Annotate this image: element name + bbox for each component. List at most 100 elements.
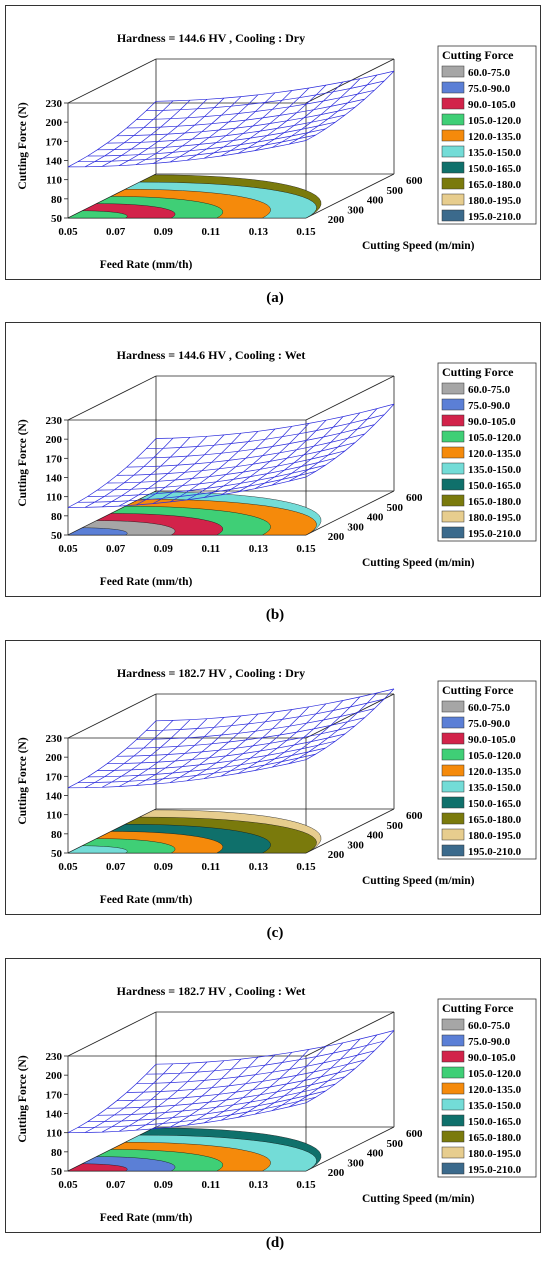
surface-mesh-line <box>118 436 208 507</box>
legend-item-label: 90.0-105.0 <box>468 1052 516 1064</box>
x-tick-label: 0.15 <box>296 861 316 873</box>
surface-mesh-line <box>305 70 395 141</box>
y-tick-label: 200 <box>328 531 345 543</box>
box-edge <box>305 808 395 854</box>
x-tick-label: 0.13 <box>249 861 269 873</box>
surface-mesh-line <box>288 692 378 764</box>
legend-item-label: 135.0-150.0 <box>468 464 522 476</box>
y-tick-label: 200 <box>328 214 345 226</box>
legend-item-label: 90.0-105.0 <box>468 734 516 746</box>
surface-mesh-line <box>135 1060 225 1131</box>
caption-b: (b) <box>265 607 285 623</box>
x-tick-label: 0.13 <box>249 1179 269 1191</box>
box-edge <box>305 1011 395 1057</box>
surface-mesh-line <box>237 703 327 774</box>
legend-swatch <box>441 161 465 174</box>
surface-mesh-line <box>101 1062 191 1133</box>
surface-mesh-line <box>97 457 336 491</box>
x-tick-label: 0.07 <box>106 543 126 555</box>
legend-item-label: 120.0-135.0 <box>468 766 522 778</box>
legend-swatch <box>441 828 465 841</box>
y-tick-label: 200 <box>328 849 345 861</box>
y-tick-label: 300 <box>347 521 364 533</box>
legend-item-label: 105.0-120.0 <box>468 115 522 127</box>
surface-mesh-line <box>135 434 225 506</box>
x-tick-label: 0.05 <box>58 861 78 873</box>
z-axis-label: Cutting Force (N) <box>17 1055 29 1142</box>
z-tick-label: 80 <box>51 1147 63 1159</box>
legend-swatch <box>441 510 465 523</box>
surface-mesh-line <box>152 96 242 164</box>
y-axis-label: Cutting Speed (m/min) <box>362 240 475 252</box>
legend-item-label: 195.0-210.0 <box>468 528 522 540</box>
y-tick-label: 500 <box>386 1138 403 1150</box>
legend-item-label: 105.0-120.0 <box>468 1068 522 1080</box>
y-tick-label: 200 <box>328 1167 345 1179</box>
legend-item-label: 60.0-75.0 <box>468 67 511 79</box>
z-tick-label: 50 <box>51 848 63 860</box>
legend-swatch <box>441 764 465 777</box>
legend-title: Cutting Force <box>442 683 514 697</box>
legend-swatch <box>441 780 465 793</box>
legend-swatch <box>441 113 465 126</box>
legend-item-label: 180.0-195.0 <box>468 512 522 524</box>
y-tick-label: 400 <box>367 195 384 207</box>
legend-title: Cutting Force <box>442 1001 514 1015</box>
z-axis-label: Cutting Force (N) <box>17 102 29 189</box>
z-tick-label: 140 <box>46 1109 63 1121</box>
x-tick-label: 0.05 <box>58 226 78 238</box>
x-tick-label: 0.09 <box>154 1179 174 1191</box>
legend-item-label: 165.0-180.0 <box>468 814 522 826</box>
x-tick-label: 0.13 <box>249 226 269 238</box>
z-tick-label: 170 <box>46 771 63 783</box>
legend-item-label: 75.0-90.0 <box>468 1036 511 1048</box>
chart-title: Hardness = 182.7 HV , Cooling : Dry <box>117 666 305 680</box>
surface-mesh-line <box>169 713 259 784</box>
surface-mesh-line <box>155 70 395 102</box>
surface-mesh-line <box>118 99 208 167</box>
surface-mesh-line <box>186 428 276 501</box>
legend-swatch <box>441 97 465 110</box>
legend-item-label: 195.0-210.0 <box>468 1164 522 1176</box>
surface-mesh-line <box>101 719 191 788</box>
legend-item-label: 195.0-210.0 <box>468 211 522 223</box>
y-tick-label: 500 <box>386 502 403 514</box>
surface-mesh-line <box>87 128 326 157</box>
x-axis-label: Feed Rate (mm/th) <box>100 576 193 588</box>
surface-mesh-line <box>271 696 361 768</box>
legend-item-label: 180.0-195.0 <box>468 830 522 842</box>
legend-swatch <box>441 796 465 809</box>
z-tick-label: 80 <box>51 511 63 523</box>
x-axis-label: Feed Rate (mm/th) <box>100 894 193 906</box>
legend-item-label: 165.0-180.0 <box>468 1132 522 1144</box>
surface-mesh-line <box>203 709 293 780</box>
z-tick-label: 200 <box>46 1070 63 1082</box>
z-tick-label: 170 <box>46 136 63 148</box>
legend-swatch <box>441 1050 465 1063</box>
x-tick-label: 0.09 <box>154 226 174 238</box>
x-axis-label: Feed Rate (mm/th) <box>100 259 193 271</box>
y-tick-label: 300 <box>347 839 364 851</box>
surface-mesh-line <box>271 1038 361 1112</box>
surface-mesh-line <box>67 1063 157 1134</box>
surface-plot-c: Hardness = 182.7 HV , Cooling : Dry 50 80 1… <box>17 666 537 906</box>
legend-swatch <box>441 193 465 206</box>
legend-item-label: 150.0-165.0 <box>468 480 522 492</box>
z-tick-label: 200 <box>46 117 63 129</box>
contour-band-90.0-105.0 <box>67 1163 128 1172</box>
surface-mesh-line <box>254 700 344 771</box>
surface-mesh-line <box>152 432 242 504</box>
box-edge <box>305 693 395 739</box>
panel-c: Hardness = 182.7 HV , Cooling : Dry 50 80 1… <box>5 640 541 915</box>
surface-mesh-line <box>116 442 355 476</box>
legend-item-label: 135.0-150.0 <box>468 1100 522 1112</box>
legend-item-label: 195.0-210.0 <box>468 846 522 858</box>
surface-mesh-line <box>67 720 157 789</box>
surface-mesh-line <box>136 424 375 459</box>
legend-swatch <box>441 1130 465 1143</box>
surface-mesh-line <box>254 81 344 151</box>
legend-item-label: 75.0-90.0 <box>468 718 511 730</box>
legend-swatch <box>441 716 465 729</box>
legend-item-label: 105.0-120.0 <box>468 750 522 762</box>
panel-a: Hardness = 144.6 HV , Cooling : Dry 50 80 1… <box>5 5 541 280</box>
